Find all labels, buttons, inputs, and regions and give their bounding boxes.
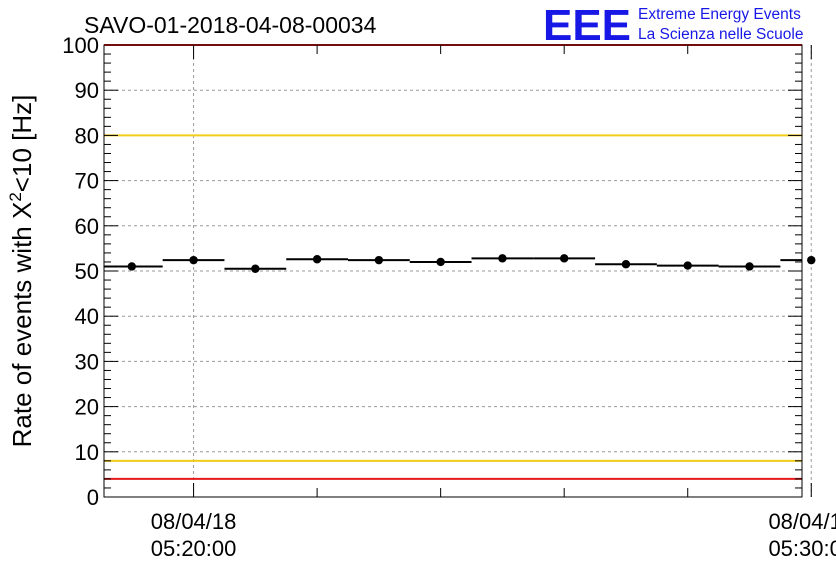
eee-logo: EEE Extreme Energy Events La Scienza nel… (543, 1, 803, 50)
data-series (104, 254, 816, 273)
y-tick-label: 10 (75, 440, 99, 465)
grid-layer (104, 45, 812, 497)
y-tick-label: 0 (87, 485, 99, 510)
logo-tagline-2: La Scienza nelle Scuole (638, 26, 803, 43)
x-tick-label-time: 05:20:00 (151, 536, 237, 561)
data-point (189, 255, 198, 265)
y-tick-label: 80 (75, 123, 99, 148)
data-point (683, 261, 692, 270)
axis-ticks (104, 44, 812, 498)
run-title: SAVO-01-2018-04-08-00034 (84, 12, 377, 38)
y-tick-label: 40 (75, 304, 99, 329)
y-tick-label: 70 (75, 169, 99, 194)
data-point (807, 255, 816, 265)
eee-logo-mark: EEE (543, 1, 631, 50)
data-point (621, 260, 631, 269)
axis-tick-labels: 010203040506070809010008/04/1805:20:0008… (62, 33, 836, 561)
y-tick-label: 100 (62, 33, 99, 58)
y-tick-label: 90 (75, 78, 99, 103)
data-point (312, 255, 322, 264)
y-axis-title-tail: <10 [Hz] (7, 95, 37, 193)
y-tick-label: 60 (75, 214, 99, 239)
data-point (745, 262, 754, 271)
y-axis-title-superscript: 2 (6, 192, 25, 201)
data-point (498, 254, 507, 263)
x-tick-label-time: 05:30:00 (768, 536, 836, 561)
y-tick-label: 30 (75, 349, 99, 374)
data-point (127, 262, 136, 271)
y-tick-label: 20 (75, 395, 99, 420)
y-axis-title: Rate of events with X2<10 [Hz] (6, 95, 37, 448)
logo-tagline-1: Extreme Energy Events (638, 6, 801, 23)
x-tick-label-date: 08/04/18 (768, 509, 836, 534)
data-point (251, 264, 260, 273)
y-tick-label: 50 (75, 259, 99, 284)
x-tick-label-date: 08/04/18 (151, 509, 237, 534)
data-point (374, 255, 384, 265)
y-axis-title-main: Rate of events with X (7, 202, 37, 448)
data-point (559, 254, 569, 263)
data-point (436, 257, 445, 267)
